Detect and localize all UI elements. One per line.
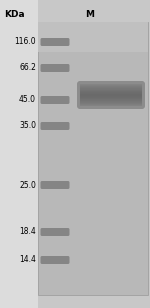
- Bar: [80, 105, 142, 106]
- Bar: [80, 85, 142, 86]
- FancyBboxPatch shape: [77, 81, 145, 109]
- Text: M: M: [85, 10, 94, 19]
- Bar: [80, 97, 142, 98]
- Bar: [80, 95, 142, 96]
- Bar: [80, 90, 142, 91]
- Text: 45.0: 45.0: [19, 95, 36, 104]
- Bar: [80, 97, 142, 98]
- Bar: [80, 86, 142, 87]
- Bar: [80, 94, 142, 95]
- Bar: [80, 92, 142, 93]
- Bar: [38, 22, 148, 295]
- Bar: [80, 96, 142, 97]
- Bar: [80, 104, 142, 105]
- Bar: [80, 85, 142, 86]
- Bar: [80, 91, 142, 92]
- Bar: [80, 90, 142, 91]
- Bar: [80, 103, 142, 104]
- Bar: [80, 84, 142, 85]
- Bar: [80, 99, 142, 100]
- Bar: [80, 98, 142, 99]
- FancyBboxPatch shape: [40, 96, 69, 104]
- Bar: [80, 102, 142, 103]
- Bar: [80, 89, 142, 90]
- Bar: [0, 0, 38, 308]
- Text: 35.0: 35.0: [19, 121, 36, 131]
- Bar: [80, 103, 142, 104]
- Text: 25.0: 25.0: [19, 180, 36, 189]
- Bar: [80, 102, 142, 103]
- Bar: [38, 22, 148, 52]
- FancyBboxPatch shape: [40, 64, 69, 72]
- FancyBboxPatch shape: [40, 122, 69, 130]
- Text: 66.2: 66.2: [19, 63, 36, 72]
- FancyBboxPatch shape: [40, 228, 69, 236]
- Bar: [80, 100, 142, 102]
- Bar: [80, 104, 142, 105]
- Bar: [80, 99, 142, 100]
- Bar: [80, 93, 142, 94]
- Bar: [80, 98, 142, 99]
- Text: 14.4: 14.4: [19, 256, 36, 265]
- Bar: [80, 91, 142, 92]
- Bar: [80, 100, 142, 101]
- Bar: [80, 101, 142, 102]
- Bar: [80, 87, 142, 88]
- Bar: [80, 88, 142, 89]
- Bar: [80, 87, 142, 88]
- FancyBboxPatch shape: [40, 256, 69, 264]
- Text: 18.4: 18.4: [19, 228, 36, 237]
- Text: 116.0: 116.0: [14, 38, 36, 47]
- Bar: [80, 105, 142, 107]
- Bar: [80, 88, 142, 89]
- FancyBboxPatch shape: [40, 38, 69, 46]
- Text: KDa: KDa: [4, 10, 24, 19]
- Bar: [80, 86, 142, 87]
- FancyBboxPatch shape: [40, 181, 69, 189]
- Bar: [80, 95, 142, 97]
- Bar: [80, 92, 142, 93]
- Bar: [80, 93, 142, 94]
